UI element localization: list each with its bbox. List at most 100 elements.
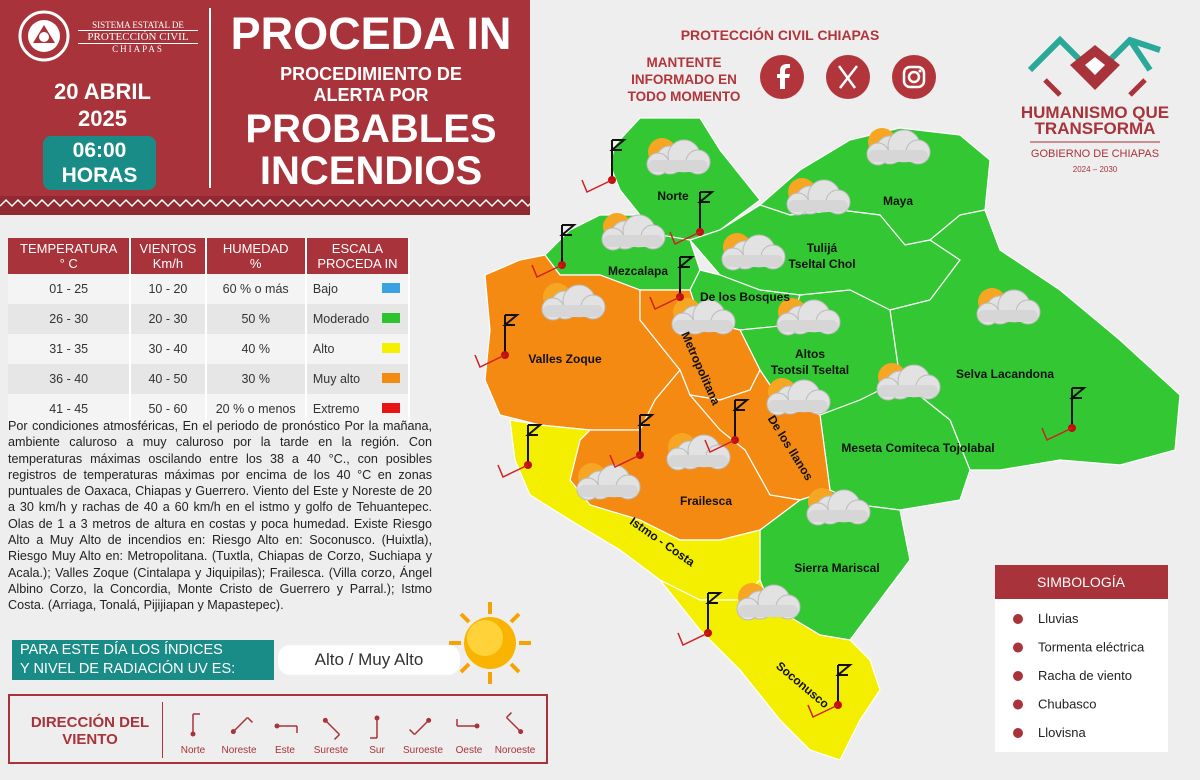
dot xyxy=(374,715,380,721)
cloud-icon xyxy=(576,463,641,501)
x-icon[interactable] xyxy=(826,55,870,99)
dot xyxy=(474,723,480,729)
cell-text: 40 - 50 xyxy=(148,372,188,386)
table-row: 01 - 25 10 - 20 60 % o más Bajo xyxy=(8,274,411,304)
table-cell: 30 % xyxy=(205,364,307,394)
cell-text: Alto xyxy=(312,342,335,356)
wind-barb xyxy=(669,191,715,246)
date: 20 ABRIL xyxy=(54,79,151,104)
table-cell: 50 - 60 xyxy=(130,394,207,424)
legend-item: Llovisna xyxy=(1038,725,1086,740)
table-row: 41 - 45 50 - 60 20 % o menos Extremo xyxy=(8,394,411,424)
gov-logo-sub: GOBIERNO DE CHIAPAS xyxy=(1031,148,1159,160)
headline: PROBABLES xyxy=(245,107,497,151)
table-header: ESCALA PROCEDA IN xyxy=(305,238,411,274)
barb-flag xyxy=(609,139,627,151)
uv-label-line: PARA ESTE DÍA LOS ÍNDICES xyxy=(20,642,223,658)
date: 2025 xyxy=(78,106,127,131)
cell-text: 36 - 40 xyxy=(49,372,89,386)
cell-text: 10 - 20 xyxy=(148,282,188,296)
cell-text: 31 - 35 xyxy=(49,342,89,356)
table-row: 31 - 35 30 - 40 40 % Alto xyxy=(8,334,411,364)
flag xyxy=(409,729,416,736)
table-cell: 26 - 30 xyxy=(8,304,132,334)
table-cell: 20 - 30 xyxy=(130,304,207,334)
gust-mark xyxy=(677,632,709,647)
barb-flag xyxy=(835,664,853,676)
wind-barb xyxy=(649,256,695,311)
table-header-line: PROCEDA IN xyxy=(317,256,398,271)
cloud-base xyxy=(738,605,798,617)
barb-flag xyxy=(637,414,655,426)
wind-dir-icon xyxy=(322,717,341,740)
header-panel: SISTEMA ESTATAL DE PROTECCIÓN CIVIL CHIA… xyxy=(0,0,530,215)
cloud-base xyxy=(978,310,1038,322)
gust-mark xyxy=(649,296,681,311)
dot xyxy=(322,717,328,723)
cloud-icon xyxy=(806,488,871,526)
instagram-icon[interactable] xyxy=(892,55,936,99)
facebook-icon[interactable] xyxy=(760,55,804,99)
table-cell: 01 - 25 xyxy=(8,274,132,304)
gov-logo-years: 2024 – 2030 xyxy=(1073,165,1118,174)
level-swatch xyxy=(382,283,400,293)
cloud-icon xyxy=(776,298,841,336)
table-row: 36 - 40 40 - 50 30 % Muy alto xyxy=(8,364,411,394)
uv-label: PARA ESTE DÍA LOS ÍNDICES Y NIVEL DE RAD… xyxy=(12,640,274,680)
cloud-icon xyxy=(601,213,666,251)
wind-barb xyxy=(677,592,723,647)
time: HORAS xyxy=(61,164,138,187)
social-org: PROTECCIÓN CIVIL CHIAPAS xyxy=(681,26,880,43)
social-message: INFORMADO EN xyxy=(631,72,737,87)
cell-text: 50 % xyxy=(241,312,270,326)
wind-barb xyxy=(531,224,577,279)
cloud-base xyxy=(668,455,728,467)
wind-icons: Norte Noreste Este Sureste Sur Suroeste Oeste N… xyxy=(181,712,536,756)
wind-dir-icon xyxy=(505,712,524,735)
region-label: Tsotsil Tseltal xyxy=(771,363,849,377)
table-cell: 20 % o menos xyxy=(205,394,307,424)
region-label: Tulijá xyxy=(807,241,838,255)
conditions-text: Por condiciones atmosféricas, En el peri… xyxy=(8,419,432,613)
level-swatch xyxy=(382,403,400,413)
table-cell: Muy alto xyxy=(305,364,411,394)
table-cell: 40 - 50 xyxy=(130,364,207,394)
cloud-icon xyxy=(876,363,941,401)
table-header-line: VIENTOS xyxy=(139,241,197,256)
subtitle: PROCEDIMIENTO DE xyxy=(280,64,462,84)
cell-text: Muy alto xyxy=(312,372,361,386)
cloud-base xyxy=(868,150,928,162)
gust-mark xyxy=(609,454,641,469)
legend-icon xyxy=(1013,614,1023,624)
gust-mark xyxy=(497,464,529,479)
gust-mark xyxy=(807,704,839,719)
staff xyxy=(324,719,341,736)
legend-item: Chubasco xyxy=(1038,697,1097,712)
region-label: Mezcalapa xyxy=(608,264,668,278)
gov-logo-text: HUMANISMO QUE xyxy=(1021,103,1169,122)
cell-text: 30 % xyxy=(241,372,270,386)
wind-dir-icon xyxy=(230,716,253,735)
gov-logo-mark xyxy=(1027,35,1161,97)
cloud-base xyxy=(778,320,838,332)
cell-text: 26 - 30 xyxy=(49,312,89,326)
barb-flag xyxy=(525,424,543,436)
table-header-line: TEMPERATURA xyxy=(20,241,118,256)
table-cell: Bajo xyxy=(305,274,411,304)
cloud-icon xyxy=(721,233,786,271)
legend-icon xyxy=(1013,728,1023,738)
region-label: Valles Zoque xyxy=(528,352,602,366)
staff xyxy=(232,716,249,733)
level-swatch xyxy=(382,343,400,353)
wind-dir-label: Este xyxy=(275,745,295,756)
wind-dir-icon xyxy=(190,713,200,737)
wind-barb xyxy=(1041,387,1087,442)
wind-dir-icon xyxy=(274,723,298,733)
cloud-icon xyxy=(866,128,931,166)
wind-dir-label: Noreste xyxy=(221,745,256,756)
cloud-base xyxy=(768,400,828,412)
cell-text: 60 % o más xyxy=(222,282,289,296)
barb-flag xyxy=(732,399,750,411)
table-cell: Moderado xyxy=(305,304,411,334)
